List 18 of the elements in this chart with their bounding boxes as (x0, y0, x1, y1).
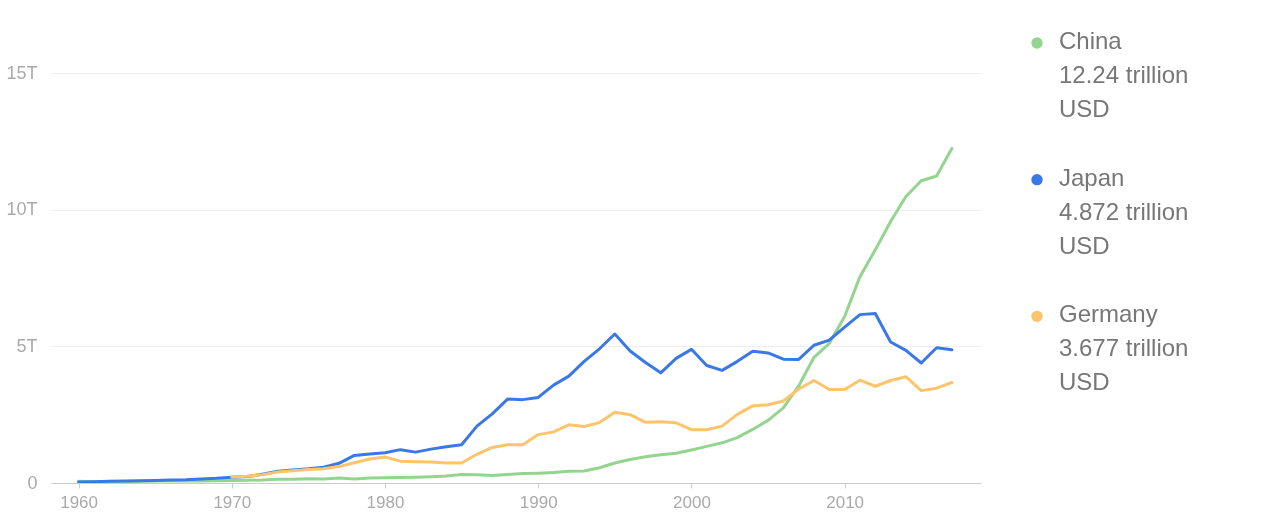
x-tick-label: 1960 (60, 492, 98, 512)
text: 12.24 trillion USD (1059, 61, 1189, 122)
x-tick-label: 1990 (519, 492, 558, 512)
legend-label: China (1059, 27, 1123, 54)
y-tick-label: 5T (16, 335, 38, 356)
legend-label: Japan (1059, 163, 1125, 191)
x-tick-label: 2010 (826, 492, 865, 512)
legend-label: Germany (1059, 300, 1158, 328)
line-series (230, 375, 954, 479)
y-tick-label: 0 (27, 472, 38, 493)
x-tick-label: 1970 (213, 492, 252, 512)
x-tick-label: 1980 (366, 492, 405, 512)
text: 3.677 trillion USD (1059, 334, 1189, 396)
x-tick-label: 2000 (673, 492, 711, 512)
y-tick-label: 15T (6, 62, 38, 83)
text: 4.872 trillion USD (1059, 197, 1189, 259)
y-tick-label: 10T (6, 199, 38, 220)
line-series (77, 312, 954, 483)
